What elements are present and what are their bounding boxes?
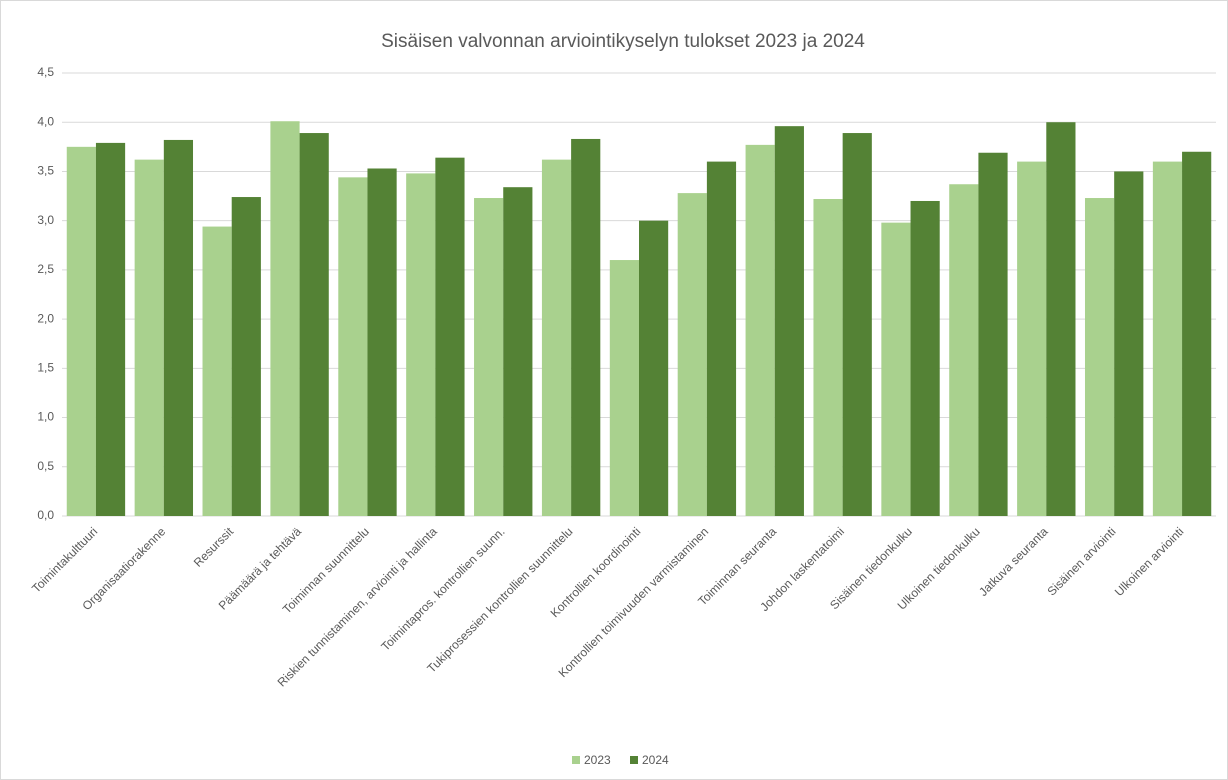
bar [541,159,572,516]
bar [435,157,465,516]
bar [609,260,639,516]
y-tick-label: 2,5 [37,262,54,276]
bar [95,142,126,516]
y-tick-label: 1,0 [37,410,54,424]
bar [163,139,194,517]
bar [338,177,368,516]
bar [677,193,707,516]
bar [978,152,1008,517]
bar [1152,161,1183,516]
legend-swatch [630,756,638,764]
bar [1182,151,1212,516]
bar [881,222,911,516]
y-tick-label: 0,5 [37,459,54,473]
legend-label: 2024 [642,753,669,767]
bar [949,184,979,516]
bar [406,173,436,516]
bar [367,168,397,517]
bar [706,161,737,516]
y-tick-label: 0,0 [37,508,54,522]
bar [1046,122,1076,516]
y-tick-label: 2,0 [37,311,54,325]
y-tick-label: 3,5 [37,164,54,178]
bar [1017,161,1047,516]
bar [202,226,232,516]
y-tick-label: 4,5 [37,65,54,79]
bar [842,133,872,516]
bar [571,138,601,517]
chart-title: Sisäisen valvonnan arviointikyselyn tulo… [381,31,865,52]
bar [134,159,164,516]
bar [639,220,669,516]
y-tick-label: 3,0 [37,213,54,227]
y-tick-label: 4,0 [37,114,54,128]
legend-swatch [572,756,580,764]
bar [745,144,775,516]
bar [1114,171,1144,516]
bar [270,121,300,516]
y-tick-label: 1,5 [37,361,54,375]
bar [66,146,96,517]
bar [299,133,329,516]
bar [503,187,533,516]
bar [231,197,261,517]
bar [1084,198,1115,516]
bar [474,198,504,516]
bar [774,126,804,516]
bar [813,199,843,516]
bar [910,200,940,516]
legend-label: 2023 [584,753,611,767]
